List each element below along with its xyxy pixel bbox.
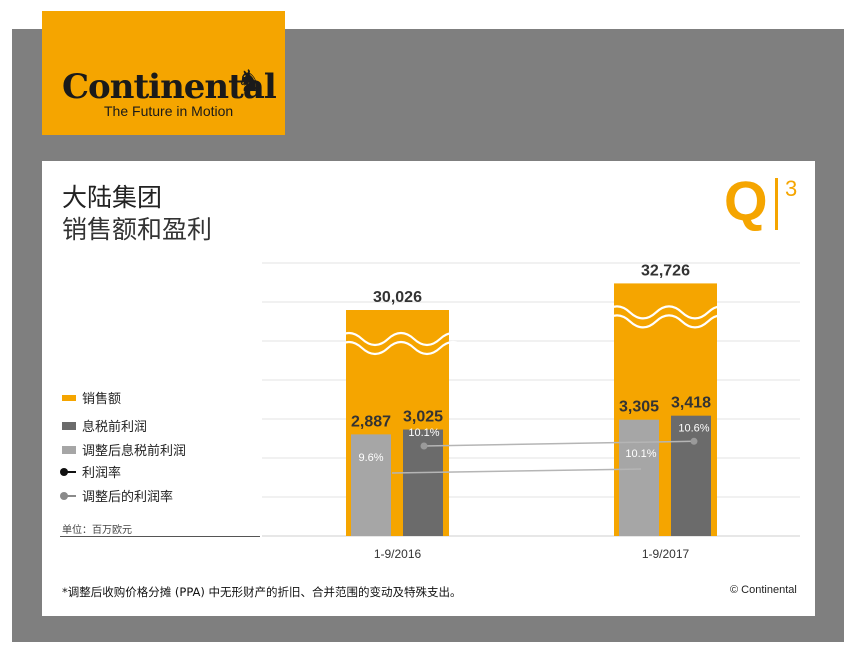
- unit-divider: [60, 536, 260, 537]
- legend-item-adjusted-margin: 调整后的利润率: [60, 486, 174, 505]
- slide-subtitle: 销售额和盈利: [62, 215, 213, 244]
- logo-wordmark: Continental: [62, 67, 277, 107]
- legend-label: 利润率: [82, 466, 122, 481]
- ebit-bar: [671, 415, 711, 536]
- legend-swatch-adjusted-ebit: [62, 445, 76, 454]
- legend-label: 调整后息税前利润: [82, 444, 187, 459]
- margin-point: [420, 442, 428, 450]
- axis-break-mark: [335, 340, 467, 356]
- copyright: © Continental: [730, 584, 797, 596]
- sales-data-label: 30,026: [373, 289, 422, 306]
- quarter-badge-number: 3: [785, 176, 798, 201]
- quarter-badge-letter: Q: [724, 169, 768, 232]
- unit-label: 单位：百万欧元: [62, 525, 132, 536]
- x-tick-label: 1-9/2016: [374, 547, 422, 561]
- legend-item-margin: 利润率: [60, 462, 122, 481]
- legend-line-adjusted-margin: [60, 491, 76, 500]
- adjusted-margin-data-label: 9.6%: [358, 452, 383, 464]
- legend-swatch-sales: [62, 394, 76, 401]
- legend-item-sales: 销售额: [62, 388, 121, 407]
- legend-label: 销售额: [82, 392, 122, 407]
- adjusted-ebit-bar: [351, 434, 391, 536]
- axis-break-mark: [603, 314, 735, 329]
- brand-logo: Continental ♞ The Future in Motion: [42, 11, 285, 135]
- adjusted-ebit-data-label: 3,305: [619, 399, 659, 416]
- margin-point: [690, 437, 698, 445]
- adjusted-margin-data-label: 10.1%: [625, 448, 656, 460]
- adjusted-ebit-bar: [619, 419, 659, 536]
- legend-label: 调整后的利润率: [82, 490, 174, 505]
- legend-item-ebit: 息税前利润: [62, 416, 147, 435]
- logo-tagline: The Future in Motion: [104, 103, 234, 119]
- legend-label: 息税前利润: [82, 420, 148, 435]
- footnote: *调整后收购价格分摊 (PPA) 中无形财产的折旧、合并范围的变动及特殊支出。: [62, 585, 462, 599]
- adjusted-margin-line: [391, 468, 642, 474]
- legend-swatch-ebit: [62, 421, 76, 430]
- ebit-data-label: 3,418: [671, 395, 711, 412]
- legend-item-adjusted-ebit: 调整后息税前利润: [62, 440, 186, 459]
- slide-title: 大陆集团: [62, 183, 163, 212]
- axis-break-mark: [335, 331, 467, 347]
- margin-data-label: 10.6%: [678, 422, 709, 434]
- legend-line-margin: [60, 467, 76, 476]
- ebit-data-label: 3,025: [403, 409, 443, 426]
- axis-break-mark: [603, 305, 735, 320]
- adjusted-ebit-data-label: 2,887: [351, 413, 391, 430]
- sales-data-label: 32,726: [641, 262, 690, 279]
- horse-icon: ♞: [236, 64, 263, 99]
- margin-data-label: 10.1%: [408, 427, 439, 439]
- quarter-badge-divider: [775, 178, 778, 230]
- x-tick-label: 1-9/2017: [642, 547, 690, 561]
- margin-line: [423, 440, 695, 447]
